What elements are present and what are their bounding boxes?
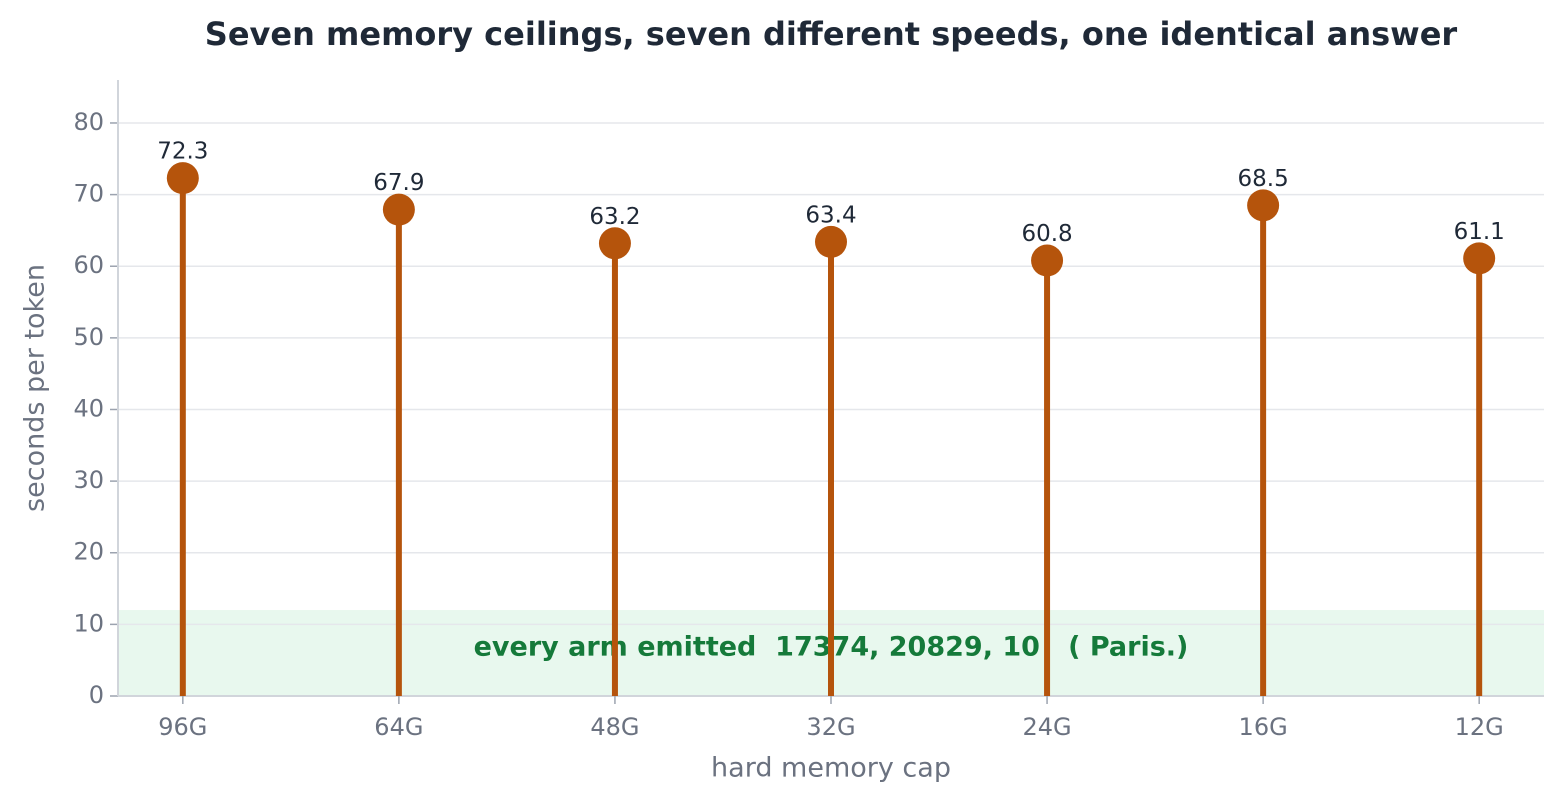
x-tick-label: 48G [590, 713, 639, 741]
y-tick-label: 30 [73, 466, 104, 494]
y-tick-label: 70 [73, 180, 104, 208]
value-label: 63.4 [805, 202, 856, 228]
marker [382, 193, 415, 226]
y-tick-label: 60 [73, 251, 104, 279]
value-label: 61.1 [1454, 219, 1505, 245]
x-axis-label: hard memory cap [711, 753, 951, 784]
value-label: 60.8 [1021, 221, 1072, 247]
x-tick-label: 64G [374, 713, 423, 741]
y-tick-label: 0 [89, 681, 104, 709]
y-tick-label: 40 [73, 394, 104, 422]
y-axis-label: seconds per token [20, 264, 51, 512]
x-tick-label: 12G [1455, 713, 1504, 741]
marker [815, 225, 847, 258]
x-tick-label: 96G [158, 713, 207, 741]
marker [1031, 244, 1064, 277]
x-tick-label: 24G [1022, 713, 1071, 741]
value-label: 67.9 [373, 170, 424, 196]
marker [1463, 242, 1496, 275]
y-tick-label: 20 [73, 538, 104, 566]
value-label: 72.3 [157, 139, 208, 165]
value-label: 68.5 [1238, 166, 1289, 192]
y-tick-label: 50 [73, 323, 104, 351]
value-label: 63.2 [589, 204, 640, 230]
y-tick-label: 10 [73, 609, 104, 637]
marker [598, 227, 631, 260]
y-tick-label: 80 [73, 108, 104, 136]
marker [1247, 189, 1280, 222]
x-tick-label: 32G [806, 713, 855, 741]
chart-title: Seven memory ceilings, seven different s… [205, 15, 1458, 53]
x-tick-label: 16G [1239, 713, 1288, 741]
marker [166, 162, 199, 195]
